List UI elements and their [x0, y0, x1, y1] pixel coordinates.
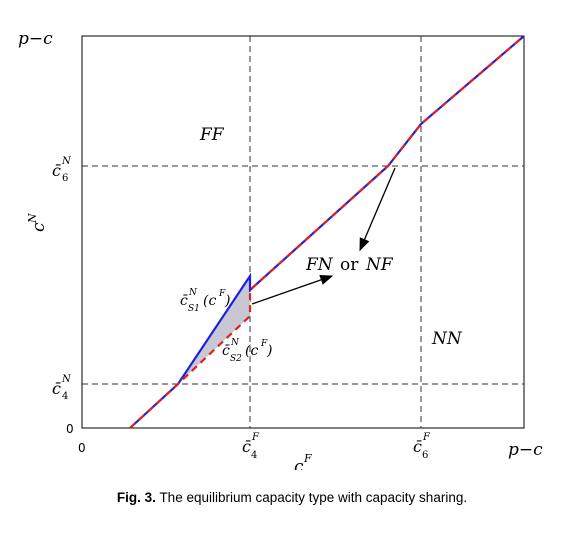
x-axis-right-label: p−c — [508, 440, 543, 460]
curve1-sub: S1 — [188, 304, 200, 314]
curve2-base: c̄ — [222, 343, 230, 359]
arrow-down — [359, 167, 396, 252]
ytick-c4-sub: 4 — [62, 391, 68, 402]
y-axis-zero: 0 — [66, 422, 74, 436]
ytick-c6-sup: N — [61, 156, 72, 167]
xtick-c6-sup: F — [422, 432, 431, 443]
ytick-c6-base: c̄ — [52, 161, 61, 180]
curve1-label: c̄ N S1 (c F ) — [180, 288, 230, 314]
arrow-right — [251, 274, 334, 305]
curve2-label: c̄ N S2 (c F ) — [222, 338, 272, 364]
x-axis-name-sup: F — [303, 452, 312, 465]
region-fn-a: FN — [305, 255, 334, 275]
x-axis-name: c F — [294, 452, 312, 470]
curve2-arg-sup: F — [260, 339, 268, 349]
upper-curve — [129, 35, 525, 429]
ytick-c4: c̄ N 4 — [52, 374, 72, 402]
dashed-guides — [82, 36, 524, 428]
xtick-c4-base: c̄ — [242, 437, 251, 456]
x-axis-name-base: c — [294, 457, 304, 470]
y-axis-name: c N — [26, 213, 49, 232]
region-fn-b: NF — [365, 255, 394, 275]
xtick-c6-sub: 6 — [422, 450, 428, 461]
curve2-arg: (c — [245, 343, 258, 359]
ytick-c6: c̄ N 6 — [52, 156, 72, 184]
caption-text: The equilibrium capacity type with capac… — [159, 490, 468, 505]
xtick-c6-base: c̄ — [413, 437, 422, 456]
curve1-arg: (c — [203, 293, 216, 309]
curve2-close: ) — [266, 343, 272, 359]
figure-caption: Fig. 3. The equilibrium capacity type wi… — [0, 490, 584, 505]
xtick-c4-sup: F — [251, 432, 260, 443]
curve1-base: c̄ — [180, 293, 188, 309]
curve2-sup: N — [230, 338, 240, 348]
curve1-sup: N — [188, 288, 198, 298]
plot-frame — [81, 35, 525, 429]
caption-label: Fig. 3. — [116, 490, 156, 505]
region-fn-or: or — [340, 255, 359, 275]
ytick-c4-base: c̄ — [52, 379, 61, 398]
xtick-c4-sub: 4 — [251, 450, 257, 461]
curve1-arg-sup: F — [218, 289, 226, 299]
capacity-figure: p−c 0 0 p−c c N c F c̄ N 6 c̄ N 4 c̄ F 4… — [18, 29, 543, 470]
lower-curve — [129, 35, 525, 429]
region-ff-label: FF — [199, 125, 225, 145]
curve1-close: ) — [224, 293, 230, 309]
y-axis-name-sup: N — [26, 213, 39, 224]
region-fn-label: FN or NF — [305, 255, 394, 275]
y-axis-name-base: c — [29, 222, 49, 232]
xtick-c6: c̄ F 6 — [413, 432, 431, 461]
ytick-c4-sup: N — [61, 374, 72, 385]
y-axis-top-label: p−c — [18, 29, 53, 49]
xtick-c4: c̄ F 4 — [242, 432, 260, 461]
curve2-sub: S2 — [230, 354, 242, 364]
ytick-c6-sub: 6 — [62, 173, 68, 184]
x-axis-zero: 0 — [78, 441, 86, 455]
region-nn-label: NN — [431, 329, 463, 349]
